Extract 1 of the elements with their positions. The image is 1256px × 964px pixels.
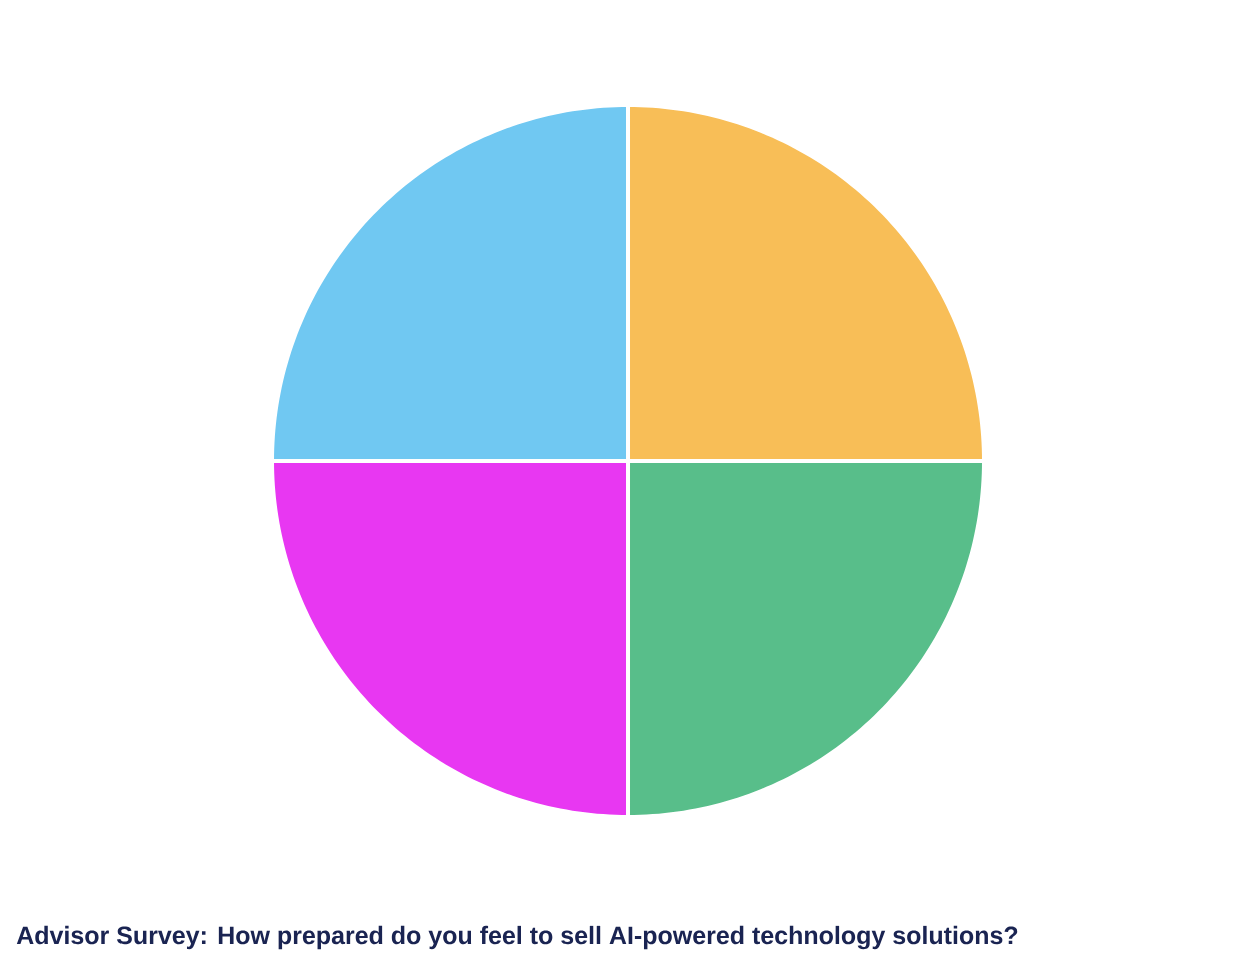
text: Advisor Survey: How prepared do you feel to sell AI-powered technology solutions? (16, 925, 1018, 950)
